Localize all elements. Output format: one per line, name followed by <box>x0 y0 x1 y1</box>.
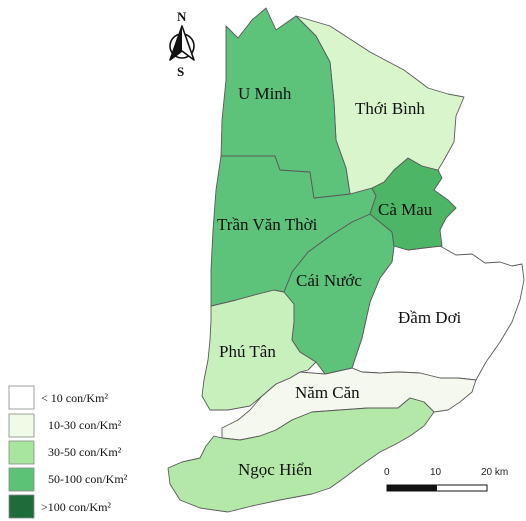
label-tran-van-thoi: Trần Văn Thời <box>217 215 318 234</box>
scale-bar: 0 10 20 km <box>384 467 508 492</box>
legend-swatch-lt10 <box>8 385 35 410</box>
legend-swatch-10-30 <box>8 413 35 438</box>
label-thoi-binh: Thới Bình <box>355 99 425 118</box>
legend-label-30-50: 30-50 con/Km² <box>48 445 122 459</box>
legend-swatch-gt100 <box>8 494 35 519</box>
label-ngoc-hien: Ngọc Hiển <box>238 460 313 479</box>
legend-swatch-50-100 <box>8 467 35 492</box>
district-ngoc-hien[interactable] <box>167 397 435 513</box>
label-u-minh: U Minh <box>238 84 292 103</box>
compass-south-label: S <box>177 64 184 79</box>
label-cai-nuoc: Cái Nước <box>296 271 362 290</box>
compass-north-label: N <box>177 9 187 24</box>
scale-label-20: 20 km <box>481 467 508 478</box>
district-u-minh[interactable] <box>220 7 351 199</box>
legend-swatch-30-50 <box>8 440 35 465</box>
legend-label-50-100: 50-100 con/Km² <box>48 472 128 486</box>
label-dam-doi: Đầm Dơi <box>398 308 462 327</box>
legend: < 10 con/Km² 10-30 con/Km² 30-50 con/Km²… <box>8 385 128 519</box>
label-nam-can: Năm Căn <box>295 383 360 402</box>
legend-label-gt100: >100 con/Km² <box>41 500 111 514</box>
legend-label-10-30: 10-30 con/Km² <box>48 418 122 432</box>
label-phu-tan: Phú Tân <box>219 342 276 361</box>
north-arrow-icon: N S <box>169 9 195 79</box>
legend-label-lt10: < 10 con/Km² <box>41 391 108 405</box>
scale-label-0: 0 <box>384 467 390 478</box>
label-ca-mau: Cà Mau <box>378 200 433 219</box>
scale-label-10: 10 <box>430 467 442 478</box>
